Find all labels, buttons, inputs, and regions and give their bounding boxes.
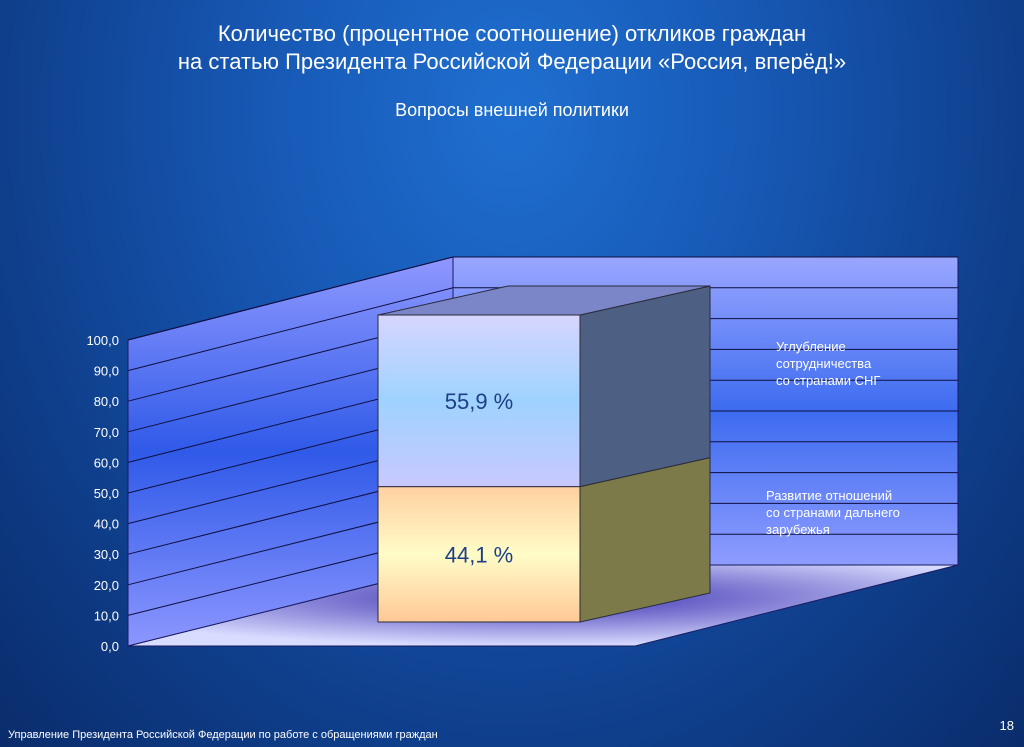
y-tick-label: 10,0 xyxy=(94,608,119,623)
slide-title-line-2: на статью Президента Российской Федераци… xyxy=(177,49,847,74)
legend-label: зарубежья xyxy=(766,522,830,537)
bar-segment-side xyxy=(579,285,711,488)
y-tick-label: 20,0 xyxy=(94,578,119,593)
legend-label: Развитие отношений xyxy=(766,488,892,503)
page-number: 18 xyxy=(999,718,1014,733)
bar-segment xyxy=(377,314,581,488)
slide-title: Количество (процентное соотношение) откл… xyxy=(0,20,1024,76)
y-tick-label: 50,0 xyxy=(94,486,119,501)
data-label: 55,9 % xyxy=(445,389,514,414)
gridline xyxy=(127,256,958,341)
legend-label: Углубление xyxy=(776,339,846,354)
y-tick-label: 30,0 xyxy=(94,547,119,562)
bar-segment xyxy=(377,486,581,623)
legend-label: сотрудничества xyxy=(776,356,872,371)
y-tick-label: 40,0 xyxy=(94,517,119,532)
y-tick-label: 60,0 xyxy=(94,455,119,470)
chart-subtitle: Вопросы внешней политики xyxy=(395,100,629,120)
y-tick-label: 90,0 xyxy=(94,364,119,379)
gridline xyxy=(127,287,958,372)
y-tick-label: 80,0 xyxy=(94,394,119,409)
legend-label: со странами дальнего xyxy=(766,505,900,520)
y-tick-label: 0,0 xyxy=(101,639,119,654)
bar-top-face xyxy=(377,285,711,316)
data-label: 44,1 % xyxy=(445,542,514,567)
y-tick-label: 100,0 xyxy=(86,333,119,348)
footer-organization: Управление Президента Российской Федерац… xyxy=(8,729,438,741)
y-tick-label: 70,0 xyxy=(94,425,119,440)
slide-title-line-1: Количество (процентное соотношение) откл… xyxy=(217,21,807,46)
legend-label: со странами СНГ xyxy=(776,373,880,388)
